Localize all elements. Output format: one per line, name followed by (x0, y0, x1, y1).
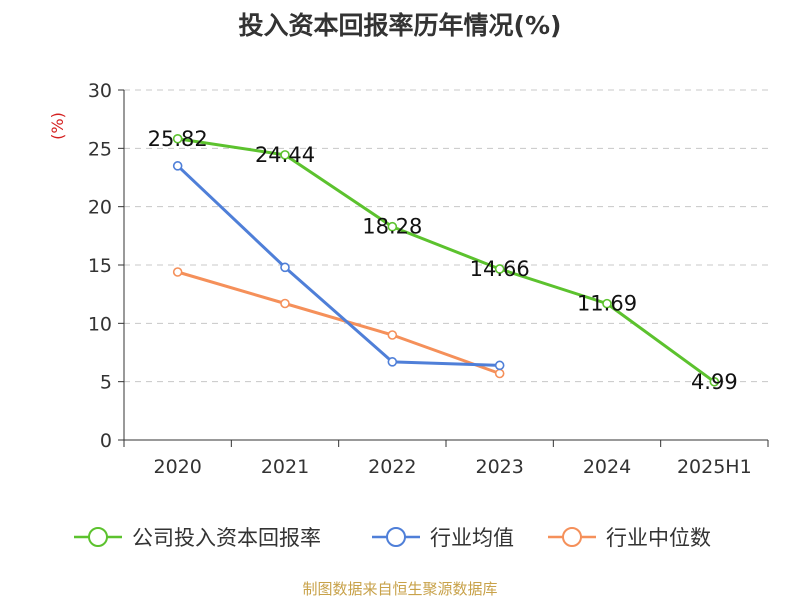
data-point (172, 133, 183, 144)
chart-title: 投入资本回报率历年情况(%) (238, 11, 562, 40)
y-tick-label: 20 (88, 197, 112, 219)
y-axis-label: (%) (48, 112, 67, 140)
y-tick-label: 30 (88, 80, 112, 102)
y-tick-label: 0 (100, 430, 112, 452)
legend-label: 行业均值 (430, 526, 514, 550)
data-point (709, 376, 720, 387)
x-tick-label: 2021 (261, 456, 309, 478)
legend-label: 公司投入资本回报率 (132, 526, 321, 550)
x-tick-label: 2020 (153, 456, 201, 478)
legend-marker (562, 527, 582, 547)
series-line (176, 137, 716, 384)
data-point (172, 267, 183, 277)
axes: 0 5 10 15 20 25 30 2020 2021 2022 2023 2024 2025H1 (88, 80, 769, 478)
legend-marker (88, 527, 108, 547)
x-tick-label: 2025H1 (677, 456, 752, 478)
data-label: 14.66 (470, 257, 530, 281)
data-point (387, 221, 398, 232)
y-tick-label: 5 (100, 372, 112, 394)
data-point (280, 150, 290, 160)
data-point (280, 262, 290, 273)
legend-label: 行业中位数 (606, 526, 711, 550)
data-label: 24.44 (255, 143, 315, 167)
y-tick-label: 25 (88, 138, 112, 160)
data-source-note: 制图数据来自恒生聚源数据库 (302, 580, 498, 598)
series-line (176, 270, 502, 375)
y-tick-label: 15 (88, 255, 112, 277)
x-tick-label: 2024 (583, 456, 631, 478)
data-point (387, 330, 398, 340)
data-point (602, 298, 612, 309)
data-label: 4.99 (691, 370, 738, 394)
y-tick-label: 10 (88, 313, 112, 335)
legend-item[interactable]: 公司投入资本回报率 (74, 526, 321, 550)
data-labels: 25.82 24.44 18.28 14.66 11.69 4.99 (148, 127, 738, 394)
data-point (387, 357, 398, 367)
legend-item[interactable]: 行业中位数 (548, 526, 711, 550)
x-tick-label: 2022 (368, 456, 416, 478)
data-point (494, 264, 505, 274)
legend-item[interactable]: 行业均值 (372, 526, 514, 550)
series-lines (172, 133, 720, 387)
legend-marker (386, 527, 406, 547)
data-point (494, 360, 505, 371)
grid-lines (124, 89, 768, 383)
data-point (494, 368, 505, 379)
legend[interactable]: 公司投入资本回报率 行业均值 行业中位数 (74, 526, 711, 550)
data-point (280, 298, 290, 309)
data-label: 25.82 (148, 127, 208, 151)
data-label: 11.69 (577, 292, 637, 316)
data-label: 18.28 (362, 215, 422, 239)
series-line (176, 164, 502, 367)
data-point (172, 161, 183, 171)
x-tick-label: 2023 (475, 456, 523, 478)
